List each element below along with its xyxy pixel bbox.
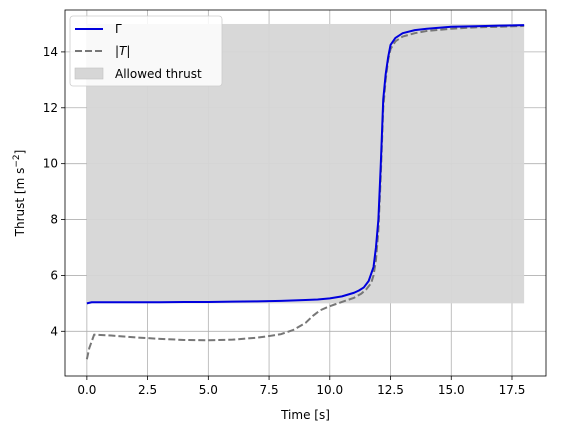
legend-swatch-allowed-thrust bbox=[74, 67, 104, 80]
y-tick-label: 14 bbox=[43, 45, 58, 59]
y-tick-label: 4 bbox=[50, 324, 58, 338]
y-axis-label-main: Thrust [m s bbox=[13, 168, 27, 238]
legend: Γ |T| Allowed thrust bbox=[69, 15, 223, 87]
series-line-gamma bbox=[86, 24, 525, 305]
x-tick-label: 0.0 bbox=[77, 383, 96, 397]
x-tick-label: 12.5 bbox=[377, 383, 404, 397]
y-axis-label: Thrust [m s−2] bbox=[12, 150, 27, 238]
x-tick-label: 15.0 bbox=[438, 383, 465, 397]
legend-label-abs-t: |T| bbox=[115, 44, 130, 58]
legend-box bbox=[69, 15, 223, 87]
series-layer bbox=[85, 24, 525, 360]
legend-label-gamma: Γ bbox=[115, 22, 122, 36]
y-tick-label: 6 bbox=[50, 268, 58, 282]
y-tick-label: 12 bbox=[43, 101, 58, 115]
axes-frame bbox=[64, 9, 547, 377]
x-tick-label: 7.5 bbox=[260, 383, 279, 397]
series-line-abs-t bbox=[85, 24, 525, 360]
x-tick-label: 17.5 bbox=[499, 383, 526, 397]
y-axis-label-superscript: −2 bbox=[12, 154, 22, 167]
y-axis-label-end: ] bbox=[13, 150, 27, 155]
ticks: 0.0 2.5 5.0 7.5 10.0 12.5 15.0 17.5 4 6 8 10 12 14 bbox=[43, 45, 526, 397]
x-tick-label: 5.0 bbox=[199, 383, 218, 397]
y-tick-label: 8 bbox=[50, 213, 58, 227]
x-tick-label: 10.0 bbox=[316, 383, 343, 397]
y-tick-label: 10 bbox=[43, 157, 58, 171]
legend-label-allowed-thrust: Allowed thrust bbox=[115, 67, 202, 81]
x-tick-label: 2.5 bbox=[138, 383, 157, 397]
x-axis-label: Time [s] bbox=[280, 408, 330, 422]
